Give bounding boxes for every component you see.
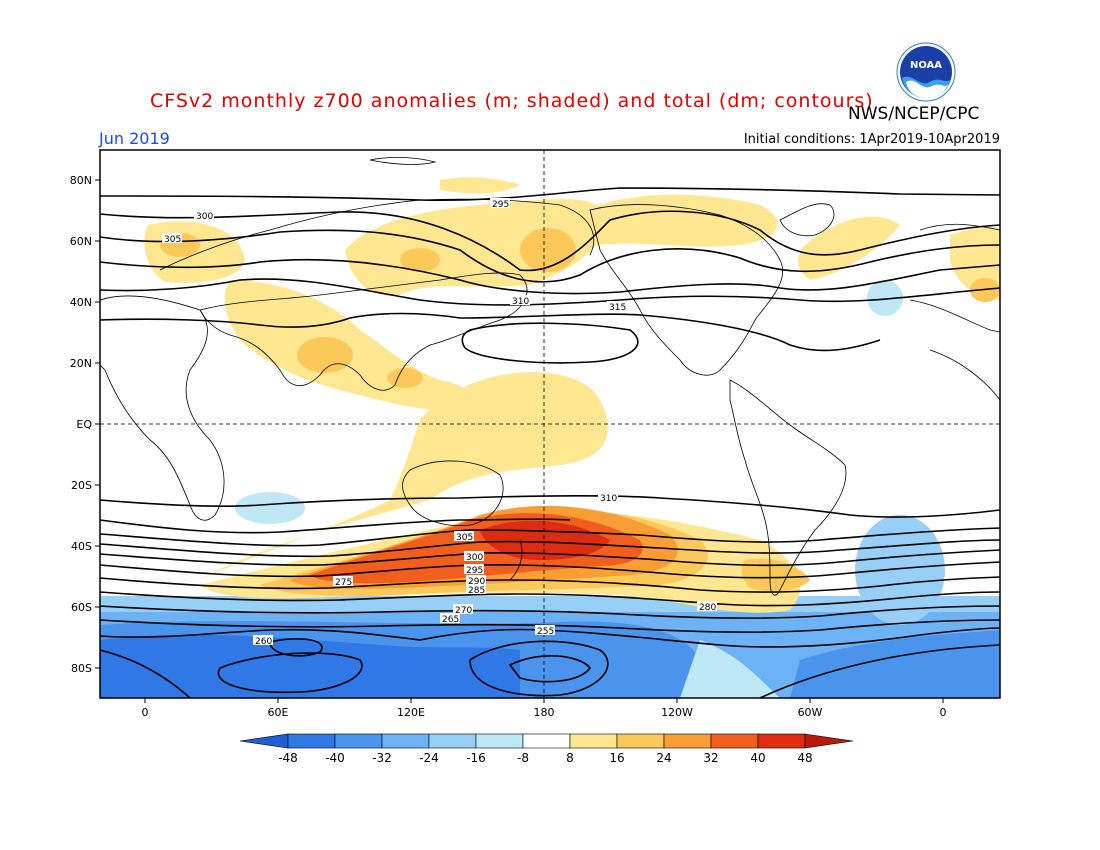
positive-anomaly-tropical [200, 372, 608, 580]
colorbar-tick-label: -40 [325, 751, 345, 765]
svg-text:60W: 60W [798, 706, 823, 719]
colorbar: -48 -40 -32 -24 -16 -8 8 16 24 32 40 48 [239, 733, 854, 765]
svg-text:295: 295 [466, 566, 483, 576]
svg-text:310: 310 [600, 494, 617, 504]
svg-text:300: 300 [466, 553, 483, 563]
svg-text:260: 260 [255, 637, 272, 647]
svg-text:40S: 40S [71, 540, 92, 553]
svg-text:180: 180 [534, 706, 555, 719]
colorbar-low-triangle [239, 733, 289, 749]
svg-text:120E: 120E [397, 706, 425, 719]
svg-text:300: 300 [196, 212, 213, 222]
svg-text:265: 265 [442, 615, 459, 625]
colorbar-segment [569, 733, 618, 749]
agency-label: NWS/NCEP/CPC [848, 104, 980, 124]
svg-text:285: 285 [468, 586, 485, 596]
colorbar-high-triangle [804, 733, 854, 749]
svg-text:NOAA: NOAA [910, 60, 942, 71]
colorbar-segment [428, 733, 477, 749]
map-area: 295 300 305 310 315 310 305 300 295 290 … [100, 150, 1000, 698]
svg-text:60N: 60N [70, 235, 92, 248]
svg-text:0: 0 [142, 706, 149, 719]
contour-labels: 295 300 305 310 315 310 305 300 295 290 … [162, 198, 717, 647]
svg-text:60S: 60S [71, 601, 92, 614]
svg-text:60E: 60E [268, 706, 289, 719]
svg-text:295: 295 [492, 200, 509, 210]
svg-text:EQ: EQ [76, 418, 92, 431]
atlantic-negative-anomaly [855, 515, 945, 625]
noaa-logo: NOAA [896, 42, 956, 102]
positive-anomaly-north-pacific [345, 199, 608, 296]
coastlines [100, 157, 1000, 596]
colorbar-tick-label: 48 [797, 751, 812, 765]
colorbar-tick-label: 40 [750, 751, 765, 765]
svg-text:270: 270 [455, 606, 472, 616]
colorbar-segment [710, 733, 759, 749]
svg-text:315: 315 [609, 303, 626, 313]
colorbar-segment [522, 733, 571, 749]
colorbar-tick-label: -16 [466, 751, 486, 765]
svg-text:0: 0 [940, 706, 947, 719]
latitude-axis: 80N 60N 40N 20N EQ 20S 40S 60S 80S [70, 174, 100, 675]
colorbar-tick-label: -8 [517, 751, 529, 765]
svg-text:310: 310 [512, 297, 529, 307]
colorbar-tick-label: 8 [566, 751, 574, 765]
svg-text:80S: 80S [71, 662, 92, 675]
svg-text:305: 305 [456, 533, 473, 543]
colorbar-segment [757, 733, 806, 749]
colorbar-tick-label: 24 [656, 751, 671, 765]
colorbar-segment [381, 733, 430, 749]
longitude-axis: 0 60E 120E 180 120W 60W 0 [142, 698, 947, 719]
svg-text:120W: 120W [661, 706, 693, 719]
colorbar-tick-label: 16 [609, 751, 624, 765]
chart-title: CFSv2 monthly z700 anomalies (m; shaded)… [150, 90, 874, 112]
height-contours [100, 187, 1000, 698]
period-label: Jun 2019 [99, 129, 170, 148]
initial-conditions-label: Initial conditions: 1Apr2019-10Apr2019 [743, 132, 1000, 147]
colorbar-tick-label: -32 [372, 751, 392, 765]
svg-text:255: 255 [537, 627, 554, 637]
colorbar-segment [475, 733, 524, 749]
colorbar-tick-label: -48 [278, 751, 298, 765]
colorbar-segment [287, 733, 336, 749]
svg-text:20N: 20N [70, 357, 92, 370]
colorbar-segment [616, 733, 665, 749]
colorbar-segment [334, 733, 383, 749]
svg-text:280: 280 [699, 603, 716, 613]
colorbar-tick-label: 32 [703, 751, 718, 765]
svg-text:40N: 40N [70, 296, 92, 309]
svg-text:305: 305 [164, 235, 181, 245]
svg-text:80N: 80N [70, 174, 92, 187]
svg-text:290: 290 [468, 577, 485, 587]
colorbar-segment [663, 733, 712, 749]
colorbar-tick-label: -24 [419, 751, 439, 765]
svg-text:275: 275 [335, 578, 352, 588]
svg-text:20S: 20S [71, 479, 92, 492]
